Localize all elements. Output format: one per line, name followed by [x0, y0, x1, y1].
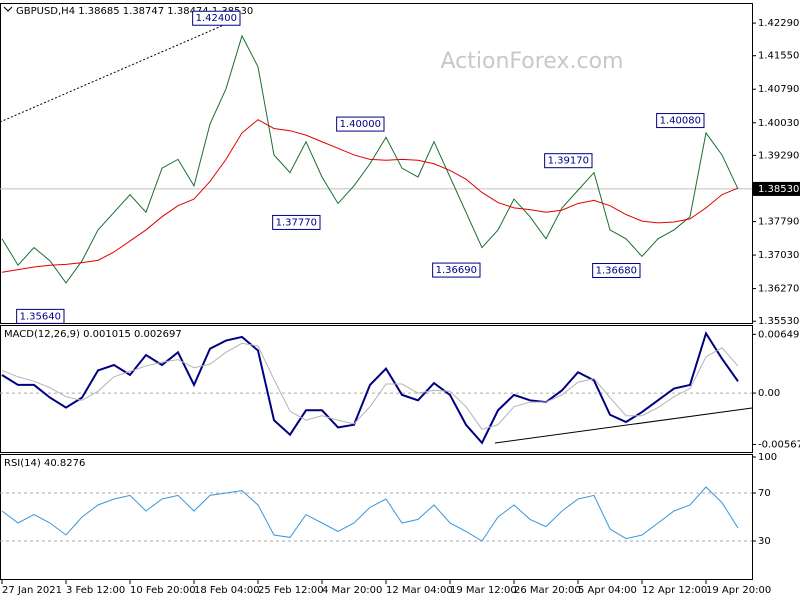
- x-tick-label: 26 Mar 20:00: [514, 585, 581, 596]
- annotation-label: 1.40000: [340, 119, 381, 130]
- series-line: [1, 342, 739, 430]
- x-tick-label: 5 Apr 04:00: [578, 585, 637, 596]
- x-tick-label: 19 Apr 20:00: [706, 585, 771, 596]
- annotation-label: 1.42400: [196, 13, 237, 24]
- x-tick-label: 12 Mar 04:00: [386, 585, 453, 596]
- current-price-label: 1.38530: [758, 184, 799, 195]
- annotation-label: 1.36690: [436, 265, 477, 276]
- annotation-box: [336, 116, 385, 132]
- rsi-panel: [0, 454, 753, 580]
- x-tick-label: 4 Mar 20:00: [322, 585, 382, 596]
- y-tick-label: 1.35530: [758, 316, 799, 327]
- annotation-box: [592, 263, 641, 279]
- macd-panel: [0, 325, 753, 453]
- annotation-box: [16, 308, 65, 324]
- y-tick-label: 1.41550: [758, 51, 799, 62]
- indicator-title: RSI(14) 40.8276: [4, 458, 85, 469]
- trend-line: [494, 407, 753, 444]
- x-tick-label: 3 Feb 12:00: [66, 585, 125, 596]
- y-tick-label: 1.40030: [758, 118, 799, 129]
- symbol-icon: [3, 6, 13, 12]
- series-line: [1, 34, 739, 284]
- y-tick-label: 1.40790: [758, 84, 799, 95]
- price-panel: [0, 3, 753, 324]
- y-tick-label: 1.37790: [758, 217, 799, 228]
- series-line: [1, 119, 739, 273]
- series-line: [1, 330, 739, 445]
- series-line: [1, 486, 739, 542]
- x-tick-label: 27 Jan 2021: [2, 585, 62, 596]
- annotation-label: 1.37770: [276, 217, 317, 228]
- indicator-title: MACD(12,26,9) 0.001015 0.002697: [4, 329, 182, 340]
- y-tick-label: 1.42290: [758, 18, 799, 29]
- x-tick-label: 18 Feb 04:00: [194, 585, 260, 596]
- current-price-box: [752, 181, 800, 196]
- annotation-label: 1.39170: [548, 156, 589, 167]
- y-tick-label: 70: [758, 488, 771, 499]
- annotation-box: [432, 262, 481, 278]
- annotation-label: 1.35640: [20, 311, 61, 322]
- watermark: ActionForex.com: [441, 49, 624, 74]
- y-tick-label: 1.37030: [758, 250, 799, 261]
- y-tick-label: 30: [758, 536, 771, 547]
- chart-title: GBPUSD,H4 1.38685 1.38747 1.38474 1.3853…: [16, 6, 253, 17]
- y-tick-label: 1.36270: [758, 284, 799, 295]
- x-tick-label: 12 Apr 12:00: [642, 585, 707, 596]
- trend-line: [0, 17, 241, 123]
- y-tick-label: 0.00649: [758, 329, 799, 340]
- annotation-box: [656, 113, 705, 129]
- x-tick-label: 19 Mar 12:00: [450, 585, 517, 596]
- y-tick-label: 0.00: [758, 388, 780, 399]
- annotation-box: [544, 153, 593, 169]
- y-tick-label: 100: [758, 452, 777, 463]
- annotation-box: [272, 214, 321, 230]
- annotation-label: 1.36680: [596, 266, 637, 277]
- y-tick-label: 1.39290: [758, 150, 799, 161]
- x-tick-label: 10 Feb 20:00: [130, 585, 196, 596]
- annotation-label: 1.40080: [660, 116, 701, 127]
- y-tick-label: -0.005679: [758, 439, 800, 450]
- annotation-box: [192, 10, 241, 26]
- x-tick-label: 25 Feb 12:00: [258, 585, 324, 596]
